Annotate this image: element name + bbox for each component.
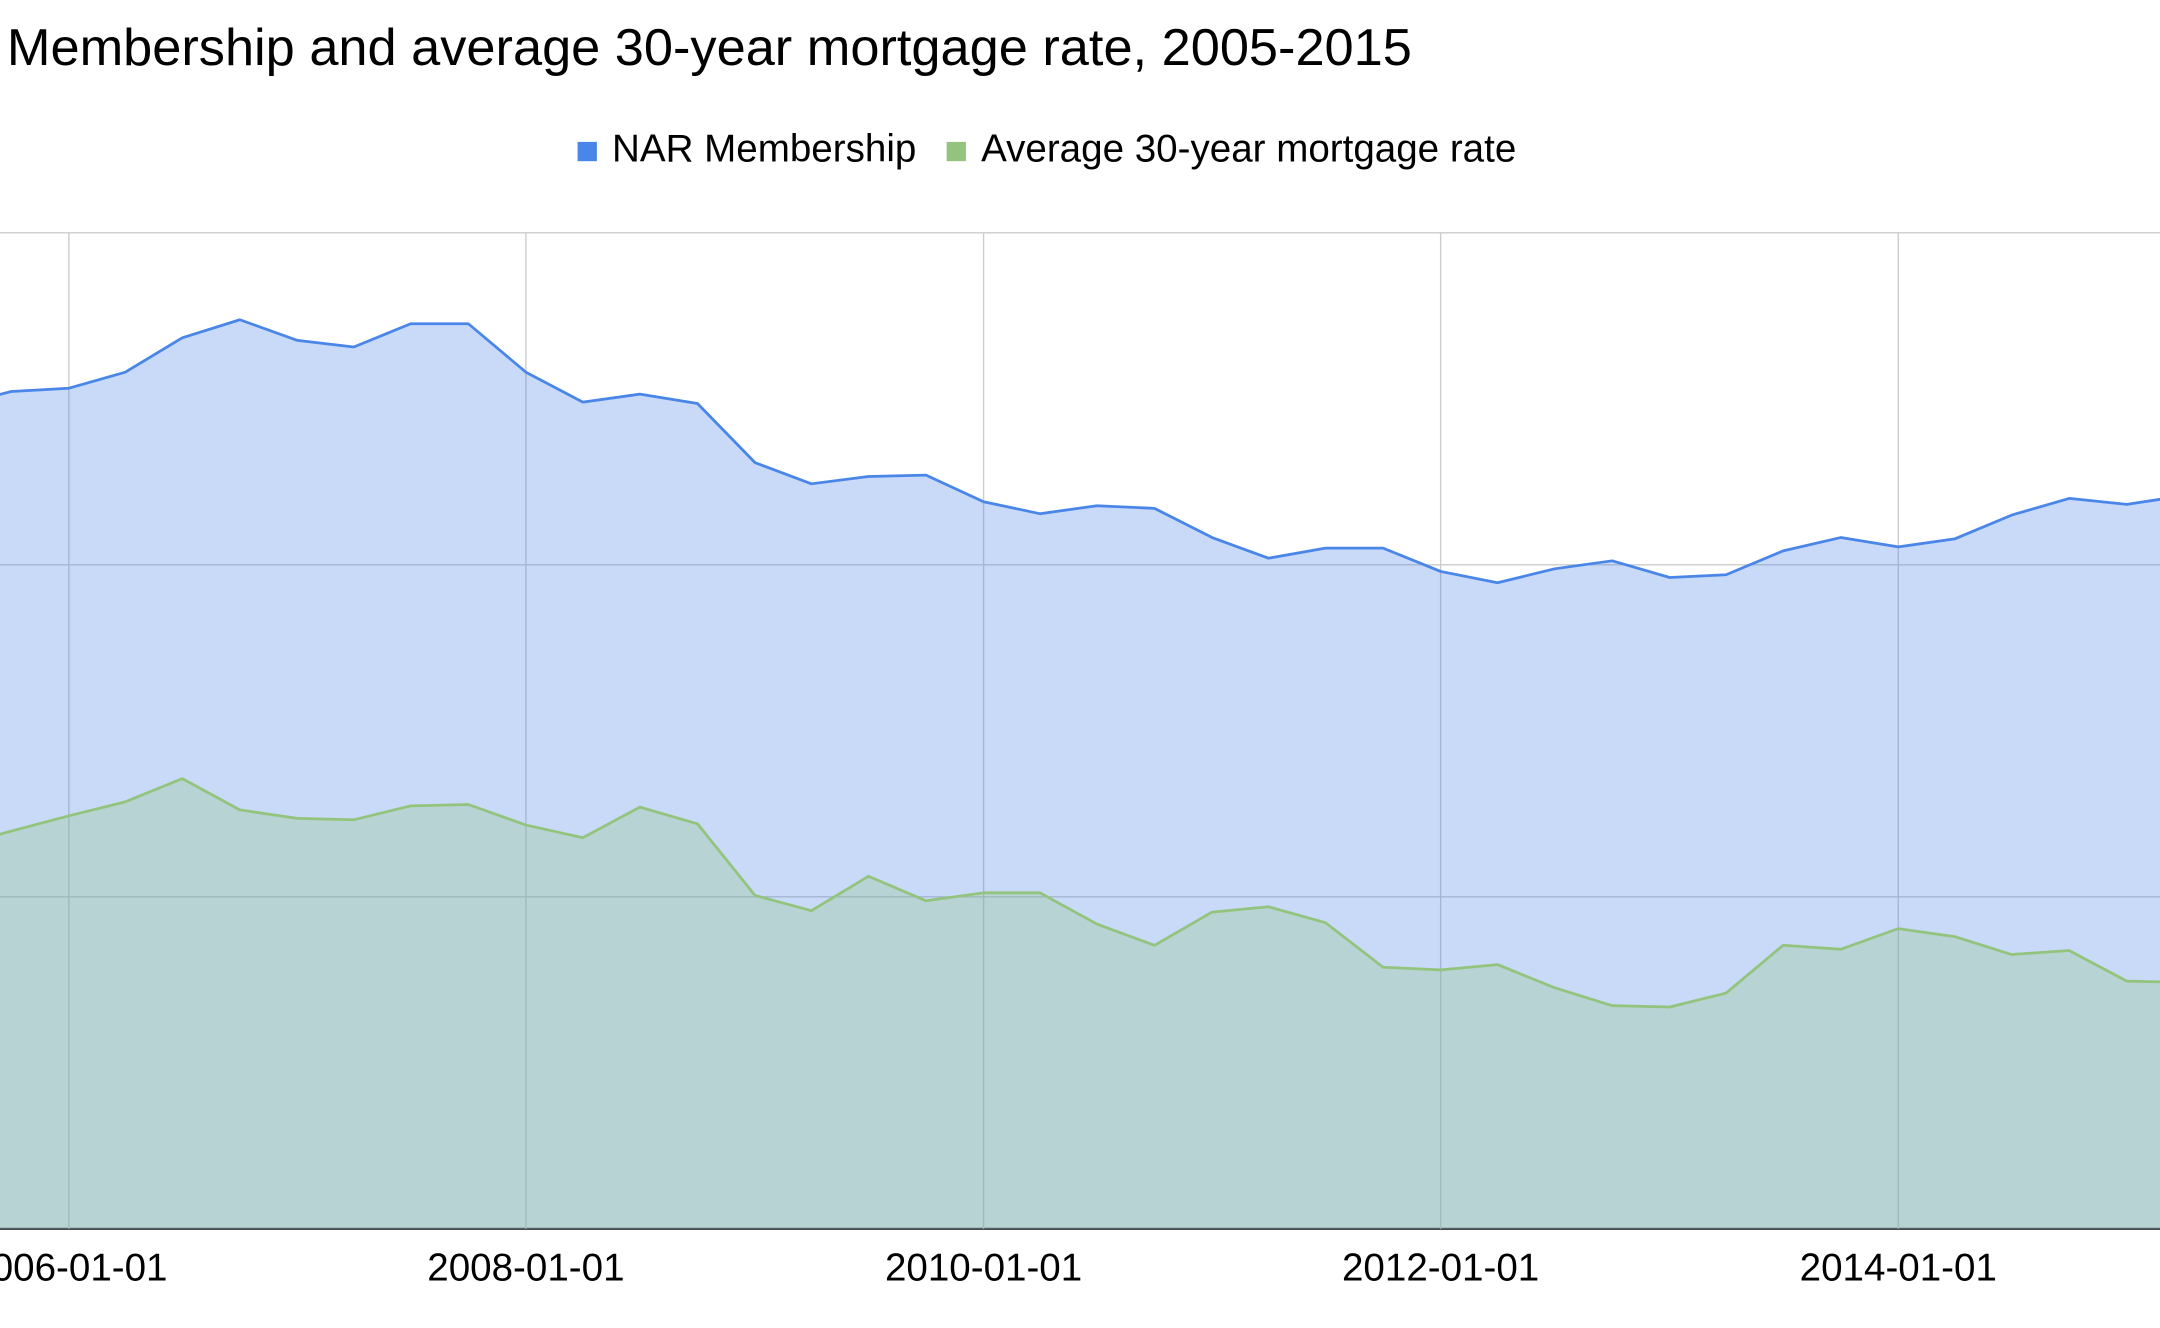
legend-label: Average 30-year mortgage rate [981,128,1516,171]
x-tick-label: 2006-01-01 [0,1246,168,1289]
plot-area [0,318,2160,1229]
x-tick-label: 2014-01-01 [1800,1246,1997,1289]
legend: NAR Membership Average 30-year mortgage r… [577,128,1516,171]
area-fill [0,778,2160,1229]
legend-swatch [946,141,966,162]
grid [0,232,2160,1230]
legend-swatch [577,141,597,162]
x-tick-label: 2012-01-01 [1342,1246,1539,1289]
legend-label: NAR Membership [612,128,916,171]
x-tick-label: 2010-01-01 [885,1246,1082,1289]
area-fill [0,319,2160,1229]
series-line [0,318,2160,585]
series-line [0,777,2160,1009]
x-tick-label: 2008-01-01 [427,1246,624,1289]
chart-title: Membership and average 30-year mortgage … [7,19,1412,77]
